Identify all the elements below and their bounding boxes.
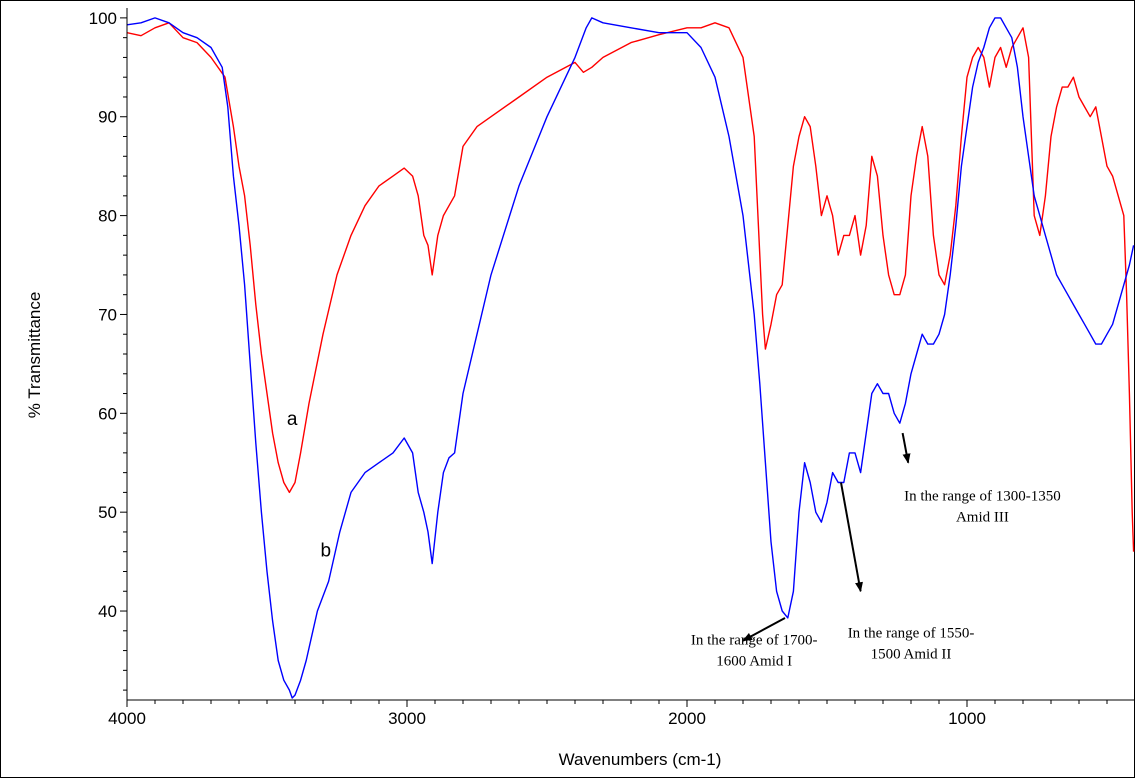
annotation-text: 1600 Amid I [716, 654, 792, 670]
y-tick-label: 50 [98, 503, 117, 522]
series-group [126, 17, 1135, 699]
x-axis-title: Wavenumbers (cm-1) [559, 750, 722, 769]
y-tick-label: 40 [98, 602, 117, 621]
axes: 4000 3000 2000 1000 40 50 60 70 80 90 100 [89, 8, 1135, 728]
annotations: In the range of 1700- 1600 Amid I In the r… [691, 432, 1061, 670]
annotation-text: 1500 Amid II [871, 647, 952, 663]
annotation-text: In the range of 1700- [691, 633, 818, 649]
x-tick-label: 2000 [668, 709, 706, 728]
annotation-text: Amid III [956, 509, 1009, 525]
y-tick-label: 80 [98, 207, 117, 226]
annotation-arrow [901, 432, 911, 464]
annotation-text: In the range of 1550- [848, 626, 975, 642]
x-tick-label: 1000 [948, 709, 986, 728]
x-tick-label: 4000 [108, 709, 146, 728]
annotation-arrow [742, 617, 786, 642]
annotation-arrow [840, 482, 863, 593]
y-tick-label: 90 [98, 108, 117, 127]
x-tick-label: 3000 [388, 709, 426, 728]
annotation-text: In the range of 1300-1350 [904, 488, 1061, 504]
series-labels: ab [287, 409, 331, 561]
series-label-b: b [321, 541, 332, 562]
y-tick-label: 60 [98, 404, 117, 423]
series-line-a [126, 22, 1135, 552]
series-line-b [126, 17, 1135, 699]
y-tick-label: 70 [98, 305, 117, 324]
y-axis-title: % Transmittance [25, 292, 44, 419]
y-tick-label: 100 [89, 9, 117, 28]
series-label-a: a [287, 409, 298, 430]
